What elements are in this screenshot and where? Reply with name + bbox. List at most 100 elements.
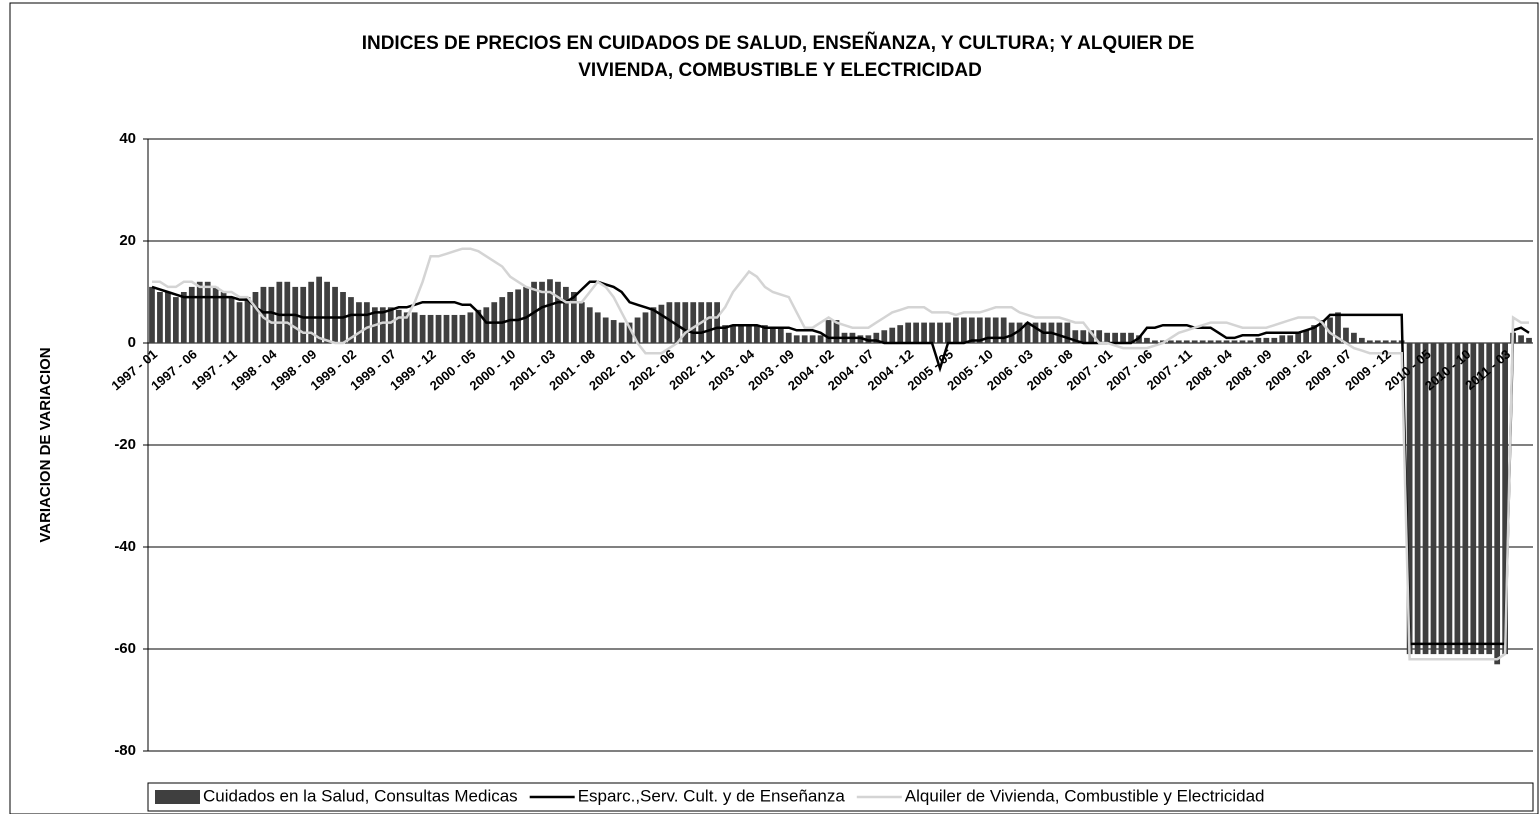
bar	[1295, 332, 1302, 343]
bar	[1008, 322, 1015, 343]
line-series	[151, 280, 1530, 646]
legend-box	[147, 782, 1534, 812]
bar	[578, 302, 585, 343]
bar	[451, 314, 458, 343]
bar	[1064, 322, 1071, 343]
bar	[499, 297, 506, 343]
bar	[722, 325, 728, 343]
bar	[1072, 330, 1079, 343]
bar	[1104, 332, 1111, 343]
bar	[1024, 322, 1031, 343]
bar	[220, 292, 227, 343]
bar	[515, 289, 521, 343]
y-tick-label: -60	[114, 640, 136, 657]
y-tick-label: 40	[119, 130, 136, 147]
bar	[411, 312, 418, 343]
bar	[905, 322, 912, 343]
bar	[1080, 330, 1087, 343]
bar	[984, 317, 991, 343]
bar	[690, 302, 697, 343]
bar	[1183, 340, 1190, 343]
bar	[507, 292, 514, 343]
bar	[316, 276, 323, 343]
bar	[634, 317, 641, 343]
bar	[1526, 337, 1532, 343]
bar	[1478, 343, 1485, 655]
y-tick-label: -20	[114, 436, 136, 453]
bar	[801, 335, 808, 343]
bar	[809, 335, 816, 343]
bar	[1287, 335, 1294, 343]
bar	[642, 312, 649, 343]
legend-label: Esparc.,Serv. Cult. y de Enseñanza	[578, 786, 846, 805]
bar	[1470, 343, 1477, 655]
bar	[260, 286, 267, 343]
bar	[945, 322, 951, 343]
bar	[1128, 332, 1134, 343]
bar	[825, 320, 832, 343]
bar	[777, 327, 784, 343]
bar	[1207, 340, 1214, 343]
bar	[332, 286, 338, 343]
bar	[1351, 332, 1357, 343]
bar	[1454, 343, 1461, 655]
bar	[1374, 340, 1381, 343]
bar	[252, 292, 259, 343]
bar	[1016, 322, 1023, 343]
bar	[1000, 317, 1007, 343]
bar	[881, 330, 888, 343]
bar	[172, 297, 179, 343]
bar	[754, 325, 760, 343]
bar	[308, 281, 315, 343]
bar	[1191, 340, 1198, 343]
bar	[738, 325, 744, 343]
bar	[563, 286, 569, 343]
bar	[1335, 312, 1341, 343]
bar	[364, 302, 370, 343]
chart-title: VIVIENDA, COMBUSTIBLE Y ELECTRICIDAD	[578, 60, 982, 81]
bar	[602, 317, 609, 343]
bar	[348, 297, 354, 343]
bar	[459, 314, 466, 343]
bar	[236, 302, 243, 343]
bar	[730, 325, 736, 343]
bar	[212, 286, 219, 343]
bar	[658, 304, 665, 343]
bar	[435, 314, 442, 343]
bar	[976, 317, 983, 343]
bar	[1502, 343, 1509, 655]
bar	[1343, 327, 1349, 343]
bar	[188, 286, 195, 343]
bar	[1112, 332, 1118, 343]
bar	[1486, 343, 1493, 655]
bar	[427, 314, 434, 343]
bar	[1120, 332, 1126, 343]
bar	[586, 307, 593, 343]
bar	[356, 302, 362, 343]
bar	[1223, 340, 1230, 343]
bar	[1366, 340, 1373, 343]
bar	[594, 312, 601, 343]
bar	[762, 325, 768, 343]
bar	[1462, 343, 1469, 655]
bar	[1096, 330, 1103, 343]
bar	[157, 292, 163, 343]
bar	[443, 314, 450, 343]
bar	[324, 281, 330, 343]
bar	[1430, 343, 1437, 655]
bar	[817, 335, 824, 343]
bar	[769, 327, 776, 343]
bar	[483, 307, 490, 343]
bar	[1311, 325, 1317, 343]
bar	[873, 332, 880, 343]
bar	[1382, 340, 1389, 343]
bar	[626, 322, 633, 343]
bar	[1518, 335, 1524, 343]
legend-label: Alquiler de Vivienda, Combustible y Elec…	[905, 786, 1265, 805]
bar	[1494, 343, 1501, 665]
bar	[523, 286, 529, 343]
bar	[1438, 343, 1445, 655]
bar	[1247, 340, 1254, 343]
bar	[1358, 337, 1365, 343]
y-tick-label: -40	[114, 538, 136, 555]
